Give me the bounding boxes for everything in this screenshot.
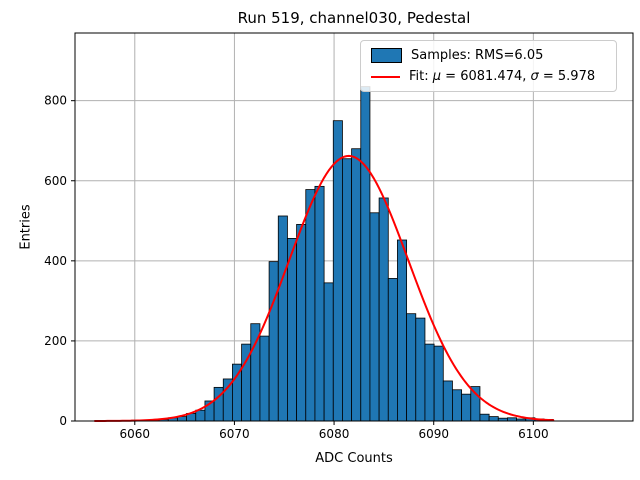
histogram-swatch-icon xyxy=(371,48,402,63)
histogram-bar xyxy=(406,313,417,422)
histogram-bar xyxy=(424,343,435,422)
histogram-bar xyxy=(232,363,243,422)
histogram-bar xyxy=(415,317,426,422)
y-axis-label: Entries xyxy=(18,204,34,250)
histogram-bar xyxy=(195,409,206,422)
fit-line-swatch-icon xyxy=(371,75,400,78)
histogram-bar xyxy=(287,238,298,422)
histogram-bar xyxy=(342,158,353,422)
histogram-bar xyxy=(470,386,481,422)
x-axis-label: ADC Counts xyxy=(315,451,393,466)
histogram-bar xyxy=(314,185,325,422)
histogram-bar xyxy=(323,282,334,422)
histogram-bar xyxy=(387,278,398,422)
legend: Samples: RMS=6.05 Fit: μ = 6081.474, σ =… xyxy=(360,40,617,92)
histogram-bar xyxy=(305,189,316,422)
histogram-bar xyxy=(351,148,362,422)
y-tick-label: 0 xyxy=(59,414,67,428)
histogram-bar xyxy=(360,86,371,422)
y-tick-label: 800 xyxy=(44,94,67,108)
legend-entry-fit: Fit: μ = 6081.474, σ = 5.978 xyxy=(371,69,606,84)
histogram-bar xyxy=(479,413,490,422)
y-tick-label: 200 xyxy=(44,334,67,348)
plot-title: Run 519, channel030, Pedestal xyxy=(237,9,471,27)
histogram-bar xyxy=(488,416,499,422)
histogram-bar xyxy=(259,335,270,422)
histogram-bar xyxy=(268,261,279,422)
x-tick-label: 6080 xyxy=(319,427,350,441)
histogram-bar xyxy=(433,345,444,422)
x-tick-label: 6070 xyxy=(219,427,250,441)
axes-frame xyxy=(74,32,634,422)
y-tick-label: 400 xyxy=(44,254,67,268)
histogram-bar xyxy=(378,197,389,422)
histogram-bar xyxy=(277,215,288,422)
fit-curve xyxy=(93,154,555,422)
histogram-bar xyxy=(452,389,463,422)
legend-entry-samples: Samples: RMS=6.05 xyxy=(371,48,606,63)
legend-samples-label: Samples: RMS=6.05 xyxy=(411,48,544,63)
x-tick-label: 6060 xyxy=(120,427,151,441)
histogram-bar xyxy=(222,378,233,422)
y-tick-label: 600 xyxy=(44,174,67,188)
x-tick-label: 6100 xyxy=(518,427,549,441)
legend-fit-label: Fit: μ = 6081.474, σ = 5.978 xyxy=(409,69,596,84)
histogram-bar xyxy=(296,223,307,422)
histogram-bar xyxy=(397,239,408,422)
histogram-bar xyxy=(442,380,453,422)
histogram-bar xyxy=(369,212,380,422)
histogram-bar xyxy=(332,120,343,422)
histogram-bar xyxy=(461,393,472,422)
x-tick-label: 6090 xyxy=(418,427,449,441)
